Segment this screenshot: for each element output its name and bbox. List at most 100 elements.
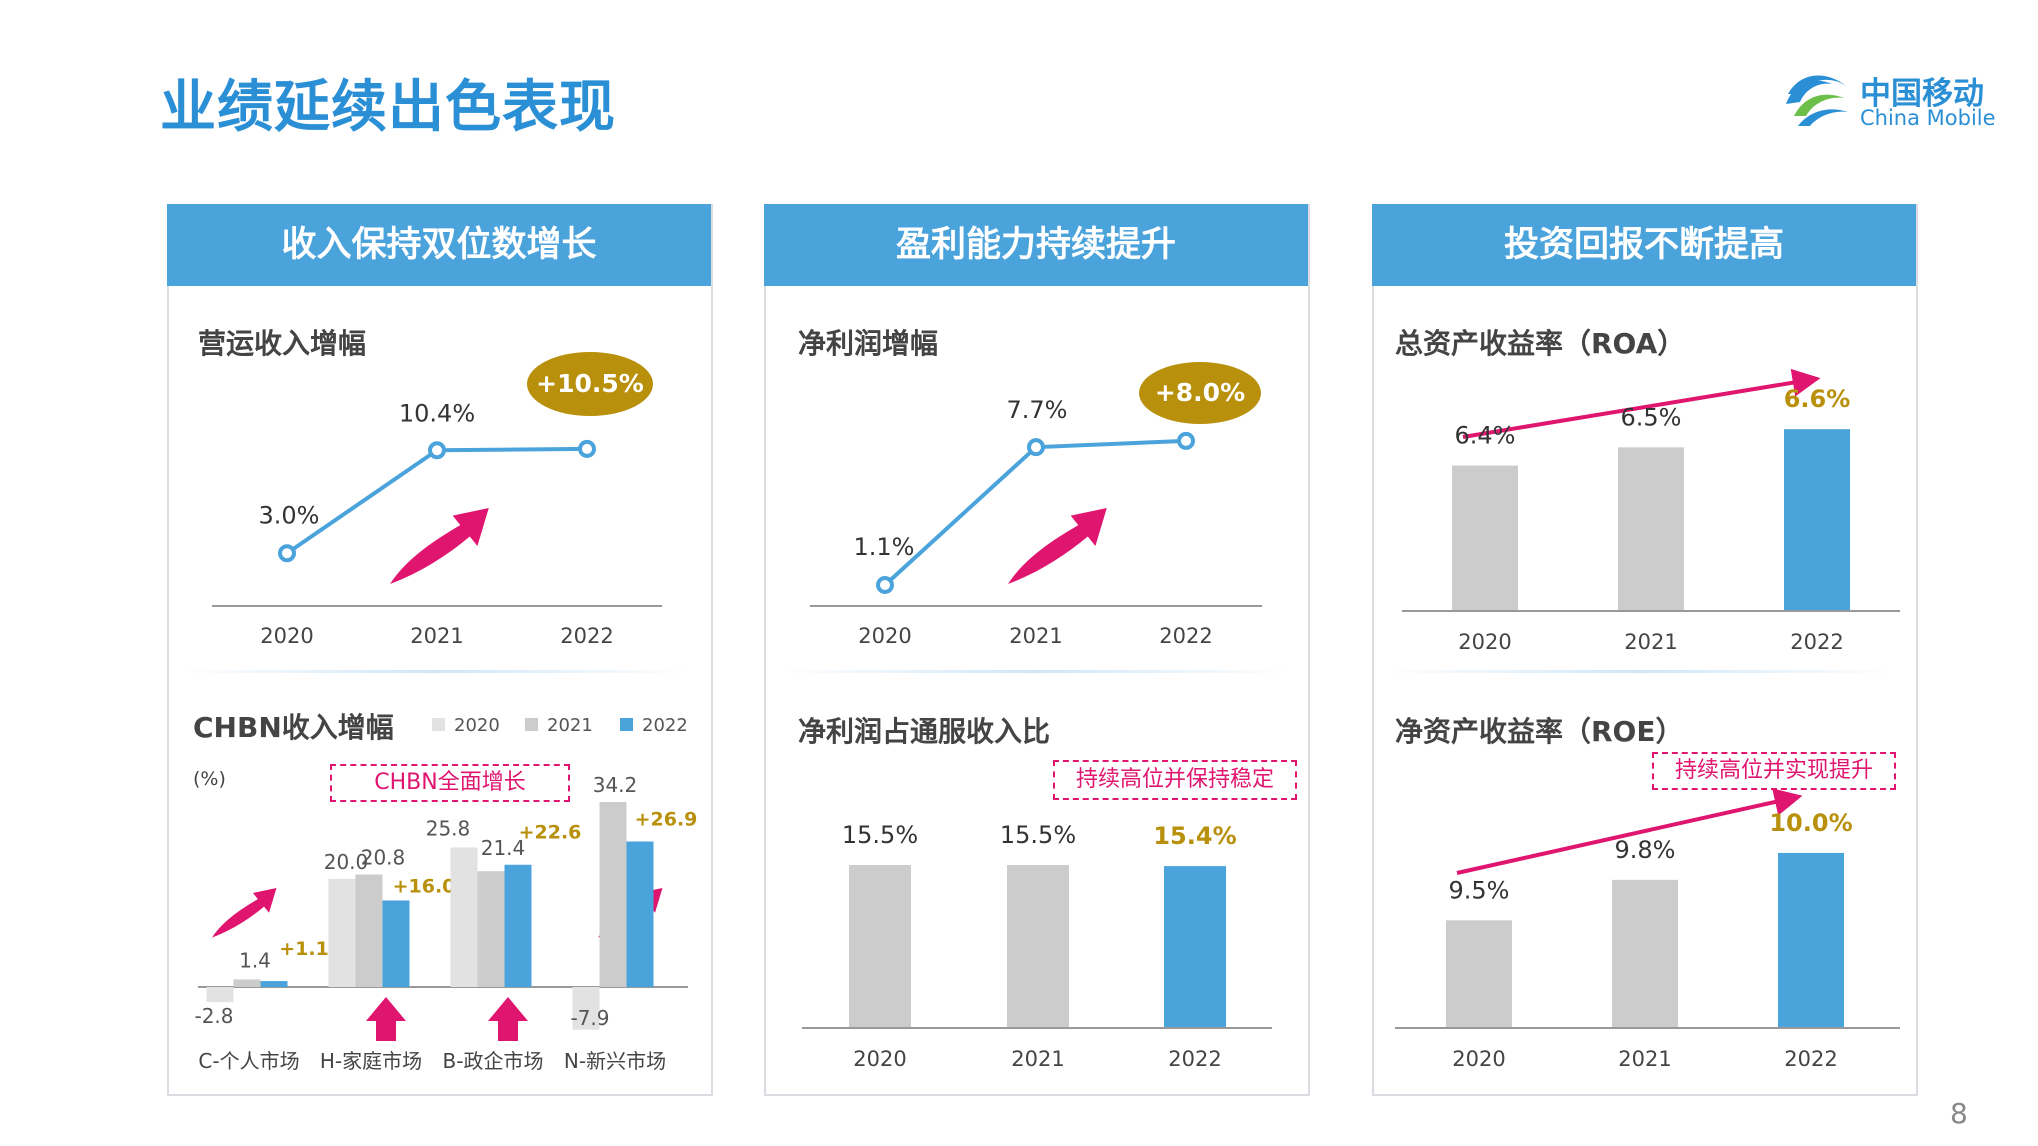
chbn-tick-label: C-个人市场 xyxy=(198,1049,299,1073)
roe-bar xyxy=(1446,920,1512,1028)
chbn-data-label: 21.4 xyxy=(481,836,526,860)
chbn-bar xyxy=(477,871,505,987)
net_profit_growth-data-label: 7.7% xyxy=(1007,396,1068,424)
net_profit_ratio-data-label: 15.4% xyxy=(1153,822,1236,850)
chbn-bar xyxy=(260,981,288,987)
revenue_growth-point xyxy=(428,441,446,460)
roa-bar xyxy=(1452,465,1518,611)
roe-bar xyxy=(1778,852,1844,1028)
revenue_growth-tick-label: 2020 xyxy=(260,624,313,648)
revenue_growth-data-label: 3.0% xyxy=(259,501,320,529)
panel3-separator xyxy=(1385,670,1895,673)
revenue-growth-badge: +10.5% xyxy=(527,352,653,416)
chbn-legend-label: 2022 xyxy=(642,715,688,736)
chbn-c-arrow xyxy=(212,888,277,938)
revenue_growth-line xyxy=(285,446,588,555)
net_profit_ratio-bar xyxy=(849,865,911,1028)
chbn-unit-label: (%) xyxy=(193,768,226,790)
roa-tick-label: 2022 xyxy=(1790,630,1843,654)
panel-header-profit: 盈利能力持续提升 xyxy=(764,204,1308,286)
roa-bar xyxy=(1784,429,1850,611)
chbn-data-label: +16.0 xyxy=(393,875,456,897)
chbn-bar xyxy=(504,864,532,987)
china-mobile-logo: 中国移动 China Mobile xyxy=(1780,62,2000,142)
roe-tick-label: 2021 xyxy=(1618,1047,1671,1071)
revenue_growth-point xyxy=(578,439,596,458)
revenue-chart-title: 营运收入增幅 xyxy=(198,327,367,360)
roe-chart-title: 净资产收益率（ROE） xyxy=(1395,715,1684,748)
revenue_growth-data-label: 10.4% xyxy=(399,399,475,427)
net_profit_ratio-data-label: 15.5% xyxy=(842,821,918,849)
net_profit_growth-point xyxy=(1027,438,1045,457)
chbn-b-up-arrow xyxy=(488,997,528,1041)
roa-data-label: 6.6% xyxy=(1784,385,1851,413)
chbn-legend-label: 2020 xyxy=(454,715,500,736)
chbn-bar xyxy=(233,979,261,987)
chbn-tick-label: N-新兴市场 xyxy=(564,1049,666,1073)
panel1-separator xyxy=(180,670,690,673)
roa-bar xyxy=(1618,447,1684,611)
page-title: 业绩延续出色表现 xyxy=(160,75,616,140)
revenue-growth-arrow xyxy=(390,508,489,584)
chbn-data-label: 20.8 xyxy=(361,845,406,869)
roa-tick-label: 2021 xyxy=(1624,630,1677,654)
roe-bar xyxy=(1612,879,1678,1028)
roa-chart-title: 总资产收益率（ROA） xyxy=(1395,327,1686,360)
roe-note: 持续高位并实现提升 xyxy=(1652,752,1896,790)
revenue_growth-tick-label: 2022 xyxy=(560,624,613,648)
roe-data-label: 10.0% xyxy=(1769,809,1852,837)
panel-header-return: 投资回报不断提高 xyxy=(1372,204,1916,286)
net_profit_growth-point xyxy=(876,576,894,595)
chbn-legend-swatch xyxy=(432,718,445,731)
net_profit_ratio-tick-label: 2021 xyxy=(1011,1047,1064,1071)
net_profit_ratio-bar xyxy=(1007,865,1069,1028)
panel-header-revenue: 收入保持双位数增长 xyxy=(167,204,711,286)
chbn-data-label: +22.6 xyxy=(519,822,582,844)
roa-data-label: 6.4% xyxy=(1455,422,1516,450)
net-profit-ratio-note: 持续高位并保持稳定 xyxy=(1053,760,1297,800)
chbn-data-label: +1.1 xyxy=(279,938,329,960)
chbn-bar xyxy=(382,900,410,987)
logo-cn-text: 中国移动 xyxy=(1860,76,1984,112)
chbn-note: CHBN全面增长 xyxy=(330,764,570,802)
revenue_growth-point xyxy=(278,544,296,563)
net_profit_growth-data-label: 1.1% xyxy=(854,533,915,561)
chbn-bar xyxy=(626,841,654,987)
page-number: 8 xyxy=(1950,1097,1968,1130)
net_profit_ratio-bar xyxy=(1164,866,1226,1028)
chbn-bar xyxy=(355,874,383,987)
chbn-data-label: +26.9 xyxy=(635,808,698,830)
chbn-bar xyxy=(328,878,356,987)
chbn-tick-label: B-政企市场 xyxy=(443,1049,544,1073)
net-profit-ratio-chart-title: 净利润占通服收入比 xyxy=(798,715,1051,748)
net_profit_growth-tick-label: 2021 xyxy=(1009,624,1062,648)
net-profit-growth-arrow xyxy=(1008,508,1107,584)
chbn-tick-label: H-家庭市场 xyxy=(320,1049,422,1073)
chbn-data-label: 34.2 xyxy=(593,773,638,797)
roe-tick-label: 2020 xyxy=(1452,1047,1505,1071)
net_profit_ratio-tick-label: 2020 xyxy=(853,1047,906,1071)
net_profit_growth-tick-label: 2020 xyxy=(858,624,911,648)
net-profit-chart-title: 净利润增幅 xyxy=(798,327,939,360)
chbn-c-arrow-shape xyxy=(212,888,277,938)
revenue_growth-tick-label: 2021 xyxy=(410,624,463,648)
chbn-bar xyxy=(572,987,600,1030)
chbn-data-label: 1.4 xyxy=(239,948,271,972)
roe-data-label: 9.5% xyxy=(1449,876,1510,904)
chbn-bar xyxy=(599,802,627,987)
net_profit_growth-tick-label: 2022 xyxy=(1159,624,1212,648)
roe-trend-arrow xyxy=(1456,788,1803,875)
chbn-data-label: -2.8 xyxy=(194,1004,233,1028)
revenue-growth-arrow-shape xyxy=(390,508,489,584)
chbn-legend-swatch xyxy=(620,718,633,731)
chbn-bar xyxy=(206,987,234,1003)
chbn-chart-title: CHBN收入增幅 xyxy=(193,711,394,744)
chbn-data-label: 25.8 xyxy=(426,816,471,840)
china-mobile-logo-icon xyxy=(1786,75,1848,126)
logo-en-text: China Mobile xyxy=(1860,106,1996,130)
roe-data-label: 9.8% xyxy=(1615,836,1676,864)
net_profit_ratio-data-label: 15.5% xyxy=(1000,821,1076,849)
roa-trend-arrow xyxy=(1462,368,1821,439)
net-profit-growth-badge: +8.0% xyxy=(1139,362,1261,424)
